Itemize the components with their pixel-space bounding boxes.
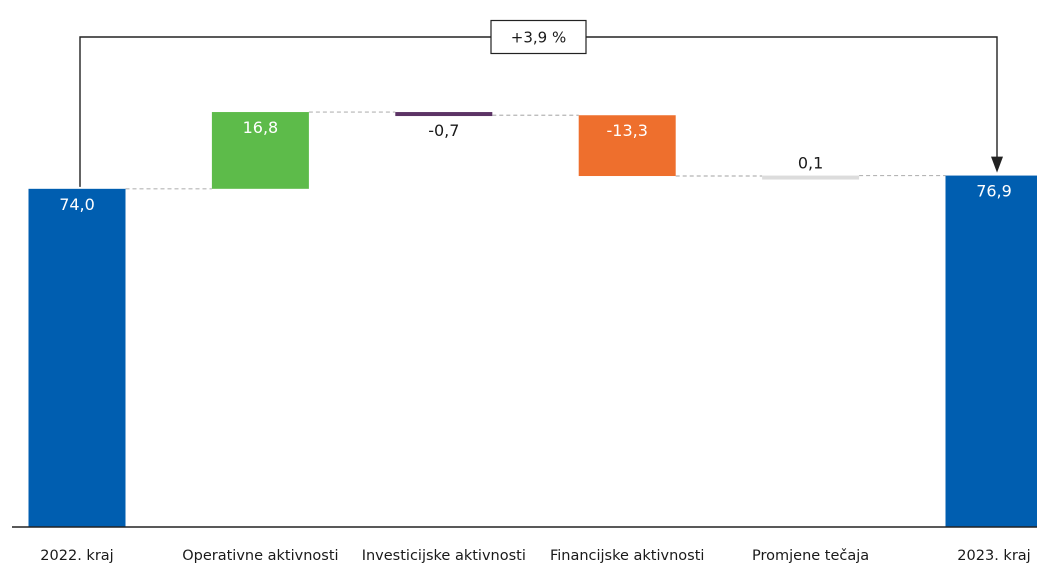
bar [945, 175, 1037, 527]
value-label: 74,0 [59, 195, 95, 214]
category-label: Financijske aktivnosti [550, 548, 704, 564]
category-label: Promjene tečaja [752, 548, 869, 564]
value-label: -13,3 [606, 121, 647, 140]
bar [211, 112, 309, 189]
bar [578, 115, 676, 177]
connector-lines [125, 111, 946, 190]
annotation-label: +3,9 % [511, 29, 566, 47]
bar [28, 188, 126, 527]
category-label: 2022. kraj [40, 548, 113, 564]
value-labels: 74,0 16,8 -0,7 -13,3 0,1 76,9 [59, 118, 1012, 214]
category-labels: 2022. kraj Operativne aktivnosti Investici… [40, 548, 1030, 564]
category-label: Operativne aktivnosti [182, 548, 338, 564]
value-label: 76,9 [976, 182, 1012, 201]
value-label: -0,7 [428, 121, 459, 140]
category-label: Investicijske aktivnosti [362, 548, 526, 564]
bars [28, 112, 1037, 527]
annotation-box [490, 19, 587, 55]
change-annotation: +3,9 % [79, 19, 1003, 187]
bar [395, 112, 493, 117]
bar [762, 175, 860, 180]
category-label: 2023. kraj [957, 548, 1030, 564]
annotation-arrowhead [991, 156, 1003, 173]
value-label: 16,8 [243, 118, 279, 137]
value-label: 0,1 [798, 154, 823, 173]
